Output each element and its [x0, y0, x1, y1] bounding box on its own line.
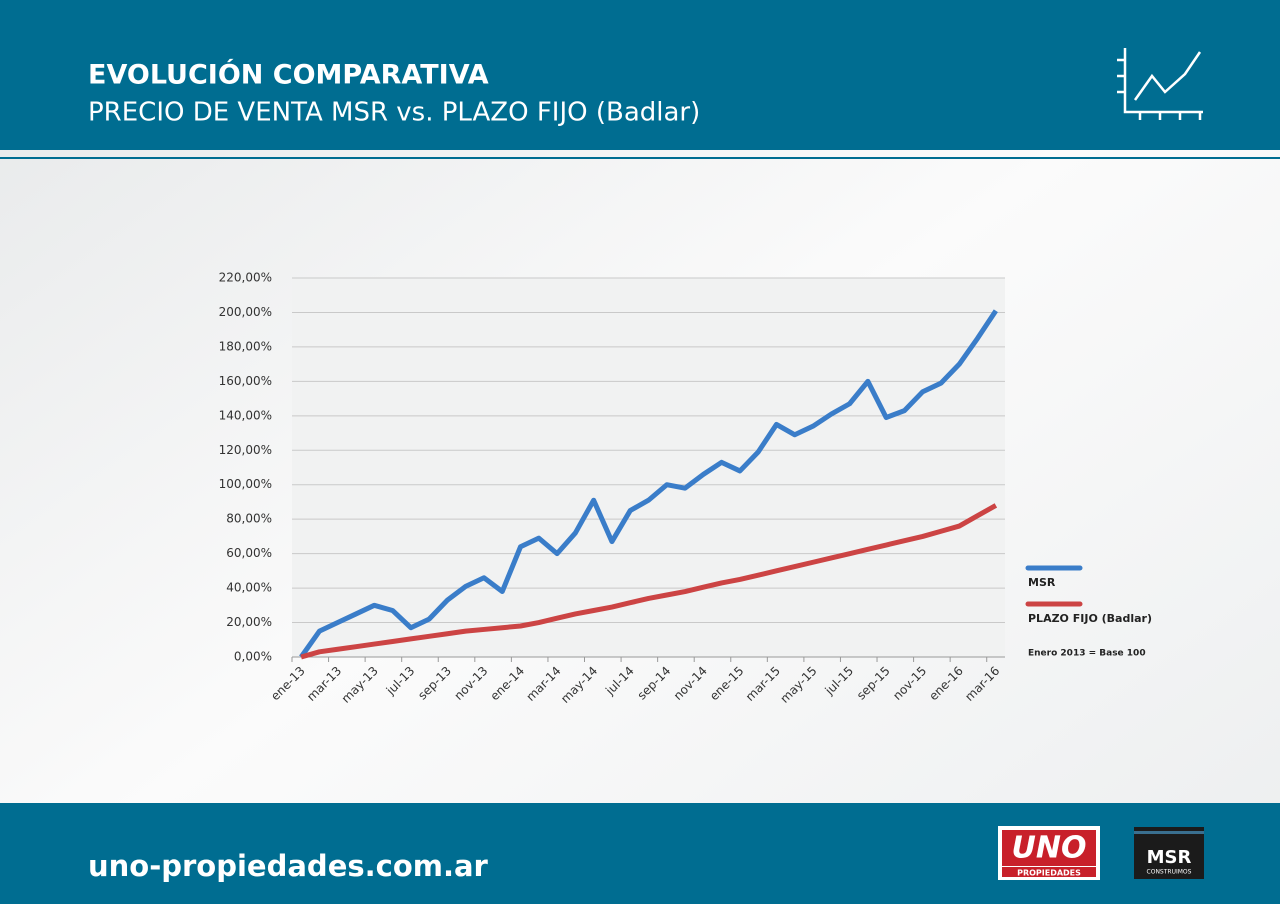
series-line [299, 309, 998, 659]
y-tick-label: 20,00% [226, 615, 272, 629]
y-tick-label: 0,00% [234, 650, 272, 664]
logo-text: PROPIEDADES [1017, 869, 1081, 878]
subtitle: PRECIO DE VENTA MSR vs. PLAZO FIJO (Badl… [88, 98, 700, 128]
chart-icon [1117, 48, 1203, 120]
header-rule [0, 157, 1280, 159]
uno-logo: UNO PROPIEDADES [998, 826, 1100, 880]
legend-label: PLAZO FIJO (Badlar) [1028, 612, 1152, 625]
title: EVOLUCIÓN COMPARATIVA [88, 59, 489, 91]
logo-text: MSR [1147, 847, 1192, 868]
note: Enero 2013 = Base 100 [1028, 649, 1146, 659]
y-tick-label: 200,00% [219, 305, 272, 319]
footer-url: uno-propiedades.com.ar [88, 849, 489, 883]
legend-label: MSR [1028, 576, 1056, 589]
y-tick-label: 100,00% [219, 477, 272, 491]
y-tick-label: 80,00% [226, 512, 272, 526]
y-tick-label: 180,00% [219, 339, 272, 353]
y-tick-label: 120,00% [219, 443, 272, 457]
series-line [300, 503, 998, 660]
y-tick-label: 220,00% [219, 271, 272, 285]
y-tick-label: 160,00% [219, 374, 272, 388]
y-tick-label: 140,00% [219, 408, 272, 422]
logo-text: UNO [1012, 831, 1087, 866]
header-band [0, 0, 1280, 150]
plot-area [292, 278, 1005, 657]
y-tick-label: 40,00% [226, 581, 272, 595]
y-tick-label: 60,00% [226, 546, 272, 560]
msr-logo: MSR CONSTRUIMOS [1134, 827, 1204, 879]
logo-text: CONSTRUIMOS [1147, 869, 1192, 876]
